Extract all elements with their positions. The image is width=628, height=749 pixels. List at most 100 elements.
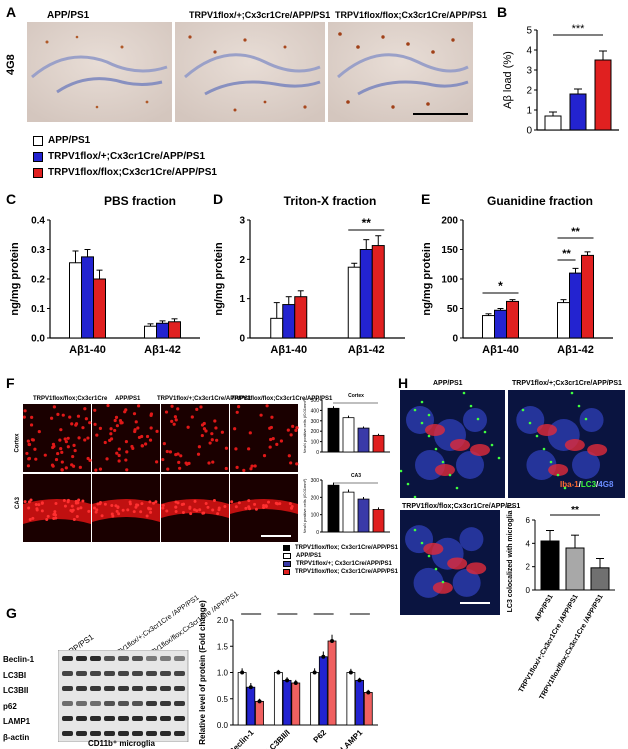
bar bbox=[144, 325, 157, 339]
x-tick-label: Aβ1-40 bbox=[482, 344, 519, 356]
neun-cell bbox=[51, 442, 56, 446]
blot-band bbox=[90, 686, 101, 691]
neun-cell bbox=[204, 502, 208, 506]
blot-band bbox=[132, 701, 143, 706]
blot-band bbox=[118, 686, 129, 691]
neun-cell bbox=[268, 426, 272, 430]
x-tick-label: LC3BII/I bbox=[264, 728, 291, 749]
neun-cell bbox=[74, 422, 79, 426]
neun-cell bbox=[40, 501, 44, 505]
y-tick-label: 3 bbox=[239, 216, 245, 227]
neun-cell bbox=[220, 430, 224, 434]
chart-d: 0 1 2 3 Aβ1-40 Aβ1-42 ng/mg protein ** bbox=[213, 216, 405, 356]
blot-band bbox=[62, 671, 73, 676]
lc3-punctum bbox=[434, 447, 438, 451]
neun-cell bbox=[56, 412, 60, 417]
neun-cell bbox=[155, 429, 159, 433]
plaque-blob bbox=[526, 450, 557, 480]
microglia-blob bbox=[425, 424, 445, 436]
lc3-punctum bbox=[427, 554, 431, 558]
lc3-punctum bbox=[528, 421, 532, 425]
bar bbox=[494, 309, 507, 339]
f-legend-item: TRPV1flox/flox; Cx3cr1Cre/APP/PS1 bbox=[283, 545, 398, 551]
f-legend-item: APP/PS1 bbox=[283, 553, 398, 559]
blot-row-label: Beclin-1 bbox=[3, 655, 35, 664]
x-tick-label: Aβ1-40 bbox=[69, 344, 106, 356]
lc3-punctum bbox=[441, 580, 445, 584]
bar bbox=[81, 256, 94, 339]
plaque-blob bbox=[459, 527, 484, 552]
lc3-punctum bbox=[455, 486, 459, 490]
data-point bbox=[330, 639, 335, 643]
neun-cell bbox=[137, 435, 142, 440]
y-axis-label: NeuN positive cells (/0.01mm²) bbox=[302, 478, 307, 533]
bar bbox=[318, 656, 328, 726]
panel-e-label: E bbox=[421, 191, 431, 207]
neun-cell bbox=[230, 500, 234, 504]
neun-cell bbox=[190, 415, 194, 419]
neun-cell bbox=[79, 506, 83, 510]
neun-cell bbox=[279, 439, 284, 443]
neun-cell bbox=[198, 508, 202, 512]
neun-cell bbox=[64, 440, 68, 444]
neun-cell bbox=[166, 467, 170, 471]
neun-cell bbox=[133, 429, 137, 434]
neun-cell bbox=[69, 508, 73, 512]
x-tick-label: Aβ1-42 bbox=[348, 344, 385, 356]
neun-cell bbox=[132, 510, 136, 514]
neun-cell bbox=[26, 464, 31, 468]
neun-cell bbox=[148, 507, 152, 511]
blot-band bbox=[132, 686, 143, 691]
neun-cell bbox=[81, 499, 85, 503]
neun-cell bbox=[244, 506, 248, 510]
neun-cell bbox=[128, 500, 132, 504]
hippocampus-image-2 bbox=[175, 22, 325, 122]
neun-cell bbox=[86, 456, 90, 461]
neun-cell bbox=[267, 500, 271, 504]
blot-band bbox=[146, 671, 157, 676]
y-tick-label: 50 bbox=[447, 304, 459, 315]
neun-cell bbox=[51, 445, 55, 450]
f-legend: TRPV1flox/flox; Cx3cr1Cre/APP/PS1 APP/PS… bbox=[283, 545, 398, 575]
chart-title: Cortex bbox=[348, 393, 364, 399]
neun-cell bbox=[84, 417, 88, 421]
neun-cell bbox=[237, 501, 241, 505]
neun-cell bbox=[176, 452, 180, 456]
neun-cell bbox=[53, 510, 57, 514]
y-tick-label: 200 bbox=[311, 495, 320, 501]
neun-cell bbox=[27, 442, 32, 447]
neun-cell bbox=[247, 505, 251, 509]
microglia-blob bbox=[466, 562, 487, 575]
neun-cell bbox=[94, 510, 98, 514]
neun-cell bbox=[149, 413, 153, 417]
blot-band bbox=[174, 656, 185, 661]
y-tick-label: 300 bbox=[311, 419, 320, 425]
y-axis-label: ng/mg protein bbox=[9, 242, 21, 316]
blot-band bbox=[146, 686, 157, 691]
neun-cell bbox=[212, 498, 216, 502]
neun-images bbox=[23, 404, 299, 542]
neun-cell bbox=[148, 500, 152, 504]
chart-g: 0.0 0.5 1.0 1.5 2.0 Beclin-1 LC3BII/I P62 LAMP1 R… bbox=[198, 600, 378, 749]
neun-background bbox=[230, 404, 298, 472]
plaque-blob bbox=[516, 406, 545, 434]
neun-cell bbox=[173, 415, 177, 419]
bar bbox=[569, 93, 587, 131]
y-tick-label: 3 bbox=[526, 66, 532, 77]
neun-cell bbox=[27, 500, 31, 504]
neun-cell bbox=[162, 442, 166, 446]
y-tick-label: 0.4 bbox=[31, 216, 45, 227]
neun-cell bbox=[182, 502, 186, 506]
neun-cell bbox=[121, 508, 125, 512]
neun-cell bbox=[60, 450, 64, 454]
data-point bbox=[293, 681, 298, 685]
microglia-blob bbox=[564, 439, 585, 451]
blot-band bbox=[104, 731, 115, 736]
neun-cell bbox=[109, 432, 113, 436]
hippocampus-image-1 bbox=[27, 22, 172, 122]
neun-cell bbox=[72, 517, 76, 521]
f-legend-item: TRPV1flox/flox; Cx3cr1Cre/APP/PS1 bbox=[283, 569, 398, 575]
lc3-punctum bbox=[535, 434, 539, 438]
microglia-blob bbox=[432, 581, 453, 594]
